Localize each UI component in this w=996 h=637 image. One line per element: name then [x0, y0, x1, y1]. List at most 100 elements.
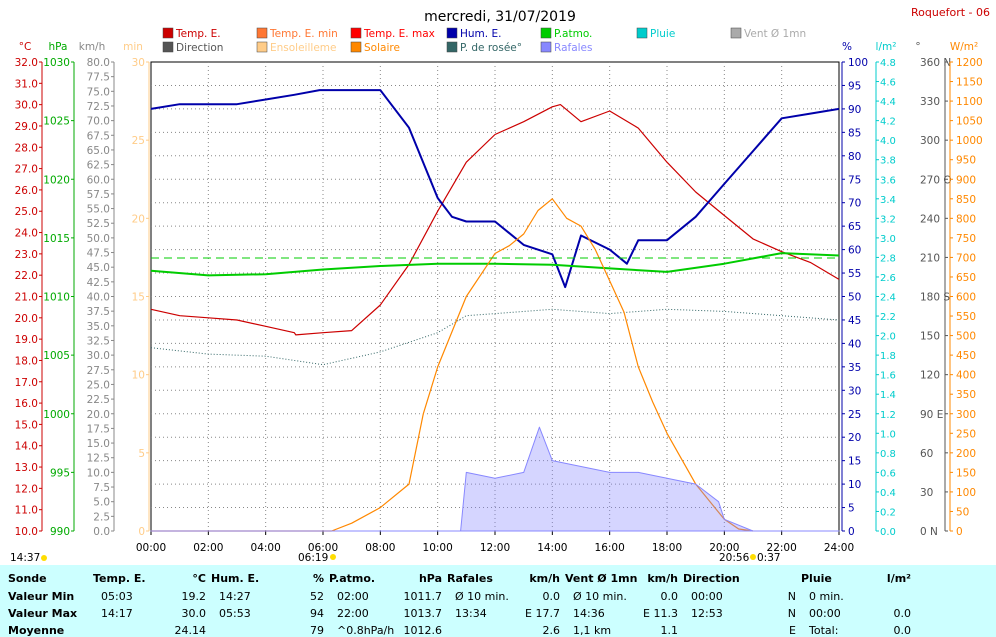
legend-label: P. de rosée° [460, 42, 522, 54]
pressure-tick-label: 1000 [43, 409, 70, 421]
legend-label: P.atmo. [554, 28, 592, 40]
table-cell-value: 1012.6 [403, 624, 443, 637]
temp-tick-label: 13.0 [15, 462, 38, 474]
pressure-tick-label: 990 [50, 526, 70, 538]
rain-tick-label: 2.4 [880, 293, 896, 304]
solar-tick-label: 0 [956, 526, 963, 538]
legend-label: Temp. E. max [363, 28, 435, 40]
direction-tick-label: 30 [920, 487, 933, 499]
table-cell-value: 24.14 [174, 624, 207, 637]
rain-tick-label: 1.0 [880, 429, 896, 440]
wind-tick-label: 2.5 [93, 511, 110, 523]
wind-tick-label: 7.5 [93, 482, 110, 494]
weather-chart: mercredi, 31/07/2019 Roquefort - 06 Temp… [10, 6, 990, 564]
solar-tick-label: 1000 [956, 135, 983, 147]
temp-tick-label: 23.0 [15, 249, 38, 261]
rain-tick-label: 4.8 [880, 58, 896, 69]
table-cell-value: 1013.7 [403, 607, 443, 620]
wind-tick-label: 25.0 [87, 379, 110, 391]
sunset-label: 20:56 [719, 552, 750, 564]
wind-tick-label: 47.5 [87, 248, 110, 260]
direction-tick-label: 210 [920, 252, 940, 264]
table-cell-value: 0.0 [542, 590, 561, 603]
sunshine-tick-label: 20 [132, 213, 145, 225]
solar-tick-label: 1100 [956, 96, 983, 108]
solar-tick-label: 350 [956, 389, 976, 401]
wind-tick-label: 72.5 [87, 101, 110, 113]
table-cell-value: E 17.7 [525, 607, 560, 620]
table-header: Temp. E. [93, 572, 146, 585]
legend-label: Temp. E. min [269, 28, 338, 40]
solar-tick-label: 1050 [956, 116, 983, 128]
table-cell-time: 12:53 [691, 607, 723, 620]
rain-tick-label: 1.8 [880, 351, 896, 362]
temp-tick-label: 21.0 [15, 292, 38, 304]
temp-tick-label: 14.0 [15, 441, 38, 453]
solar-tick-label: 50 [956, 506, 969, 518]
wind-tick-label: 35.0 [87, 321, 110, 333]
time-tick-label: 00:00 [136, 542, 166, 554]
time-tick-label: 06:00 [308, 542, 338, 554]
sunshine-tick-label: 15 [132, 292, 145, 304]
stats-table: Sonde Temp. E. °C Hum. E.% P.atmo. hPa Rafales… [0, 565, 996, 637]
table-cell-value: N [787, 607, 796, 620]
legend-label: Pluie [650, 28, 675, 40]
time-markers: 14:37 06:19 20:56 0:37 [10, 552, 781, 564]
time-tick-label: 08:00 [365, 542, 395, 554]
left-time-marker: 14:37 [10, 552, 40, 564]
humidity-tick-label: 65 [848, 221, 861, 233]
time-tick-label: 12:00 [480, 542, 510, 554]
humidity-tick-label: 35 [848, 362, 861, 374]
time-tick-label: 02:00 [193, 542, 223, 554]
pressure-tick-label: 995 [50, 467, 70, 479]
humidity-tick-label: 80 [848, 151, 861, 163]
humidity-tick-label: 10 [848, 479, 861, 491]
table-cell-time: 14:36 [573, 607, 605, 620]
wind-tick-label: 40.0 [87, 292, 110, 304]
pressure-tick-label: 1005 [43, 350, 70, 362]
solar-tick-label: 650 [956, 272, 976, 284]
temp-tick-label: 32.0 [15, 57, 38, 69]
humidity-unit-label: % [842, 41, 852, 53]
wind-tick-label: 62.5 [87, 160, 110, 172]
temp-tick-label: 25.0 [15, 206, 38, 218]
rain-tick-label: 2.2 [880, 312, 896, 323]
legend-swatch [636, 27, 648, 39]
table-cell-time: Ø 10 min. [573, 590, 627, 603]
table-cell-time: 14:17 [101, 607, 133, 620]
table-cell-time: Ø 10 min. [455, 590, 509, 603]
table-header: Vent Ø 1mn [565, 572, 638, 585]
rain-unit-label: l/m² [876, 41, 897, 53]
direction-tick-label: 180 S [920, 292, 950, 304]
direction-tick-label: 330 [920, 96, 940, 108]
humidity-tick-label: 45 [848, 315, 861, 327]
rain-tick-label: 4.6 [880, 78, 896, 89]
table-cell-value: 0.0 [660, 590, 679, 603]
legend-swatch [730, 27, 742, 39]
legend-swatch [446, 41, 458, 53]
wind-tick-label: 27.5 [87, 365, 110, 377]
temp-tick-label: 19.0 [15, 334, 38, 346]
direction-tick-label: 60 [920, 448, 933, 460]
series-line-hum-e- [150, 89, 840, 289]
series-line-rafales [150, 426, 840, 532]
rain-tick-label: 1.2 [880, 410, 896, 421]
rain-tick-label: 0.8 [880, 449, 896, 460]
table-cell-time: 05:53 [219, 607, 251, 620]
table-header: Pluie [801, 572, 832, 585]
temp-tick-label: 30.0 [15, 100, 38, 112]
table-cell-time: Total: [809, 624, 839, 637]
table-header-unit: °C [192, 572, 206, 585]
wind-tick-label: 10.0 [87, 467, 110, 479]
rain-tick-label: 3.0 [880, 234, 896, 245]
time-tick-label: 22:00 [767, 542, 797, 554]
temp-tick-label: 29.0 [15, 121, 38, 133]
solar-tick-label: 950 [956, 155, 976, 167]
temp-tick-label: 28.0 [15, 142, 38, 154]
legend-swatch [446, 27, 458, 39]
wind-tick-label: 22.5 [87, 394, 110, 406]
wind-tick-label: 75.0 [87, 86, 110, 98]
wind-tick-label: 15.0 [87, 438, 110, 450]
legend-swatch [350, 27, 362, 39]
rain-tick-label: 3.4 [880, 195, 896, 206]
